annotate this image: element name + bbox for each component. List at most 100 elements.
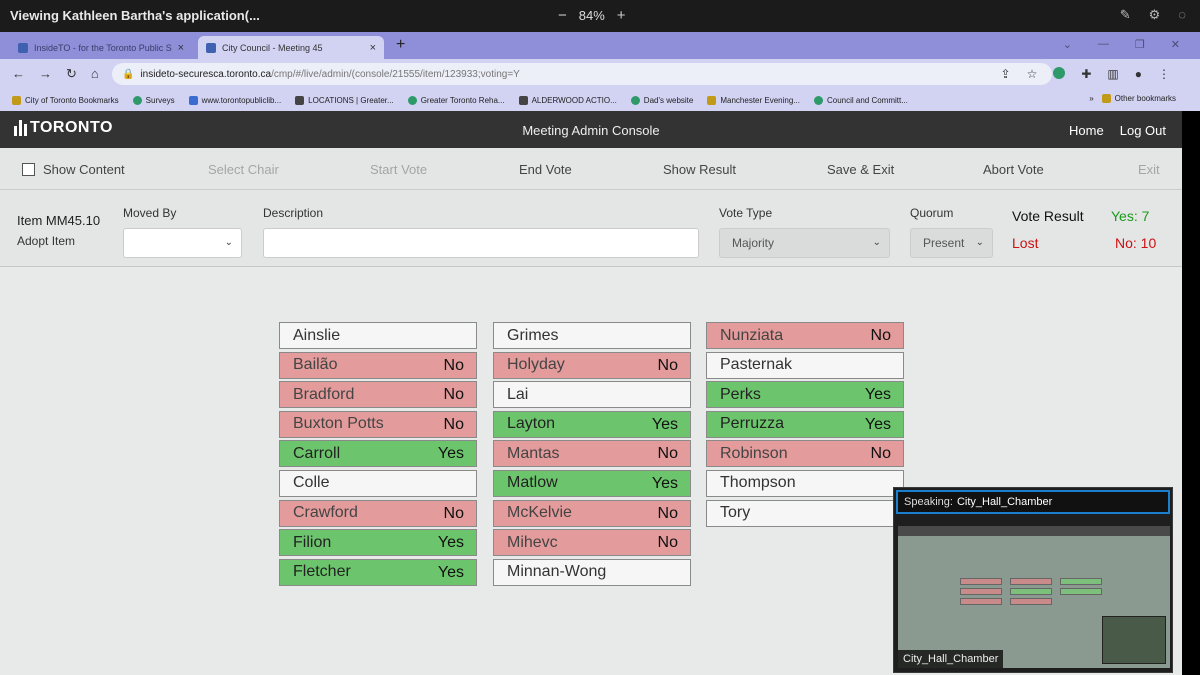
start-vote-button[interactable]: Start Vote xyxy=(370,162,428,177)
councillor-vote-row[interactable]: Lai xyxy=(493,381,691,409)
new-tab-button[interactable]: + xyxy=(396,36,406,53)
zoom-out-button[interactable]: − xyxy=(558,7,567,24)
councillor-vote-row[interactable]: Crawford No xyxy=(279,499,477,527)
councillor-vote-row[interactable]: Robinson No xyxy=(706,440,904,468)
vote-value: No xyxy=(870,327,891,344)
star-icon[interactable]: ☆ xyxy=(1026,67,1038,81)
item-id: Item MM45.10 xyxy=(17,213,101,228)
reload-icon[interactable]: ↻ xyxy=(66,66,77,81)
bookmark-item[interactable]: Council and Committ... xyxy=(813,95,908,105)
councillor-vote-row[interactable]: Bradford No xyxy=(279,381,477,409)
councillor-name: Colle xyxy=(293,474,330,492)
quorum-label: Quorum xyxy=(910,206,954,220)
select-chair-button[interactable]: Select Chair xyxy=(208,162,279,177)
councillor-name: Minnan-Wong xyxy=(507,563,607,581)
councillor-name: Mihevc xyxy=(507,533,558,551)
councillor-name: Fletcher xyxy=(293,563,351,581)
sidepanel-icon[interactable]: ▥ xyxy=(1107,67,1119,81)
close-tab-icon[interactable]: × xyxy=(369,41,376,54)
save-exit-button[interactable]: Save & Exit xyxy=(827,162,895,177)
bookmark-item[interactable]: Greater Toronto Reha... xyxy=(407,95,505,105)
councillor-vote-row[interactable]: Matlow Yes xyxy=(493,469,691,497)
councillor-vote-row[interactable]: Thompson xyxy=(706,469,904,497)
app-header: TORONTO Meeting Admin Console Home Log O… xyxy=(0,111,1182,148)
councillor-vote-row[interactable]: Fletcher Yes xyxy=(279,558,477,586)
councillor-vote-row[interactable]: Buxton Potts No xyxy=(279,410,477,438)
bookmark-item[interactable]: Dad's website xyxy=(630,95,693,105)
councillor-vote-row[interactable]: Perruzza Yes xyxy=(706,410,904,438)
tab-city-council[interactable]: City Council - Meeting 45 × xyxy=(198,36,384,59)
page-title: Meeting Admin Console xyxy=(522,123,660,138)
restore-icon[interactable]: ❐ xyxy=(1134,39,1145,51)
home-icon[interactable]: ⌂ xyxy=(90,66,99,81)
zoom-in-button[interactable]: + xyxy=(616,7,626,24)
menu-icon[interactable]: ⋮ xyxy=(1158,67,1170,81)
profile-icon[interactable]: ● xyxy=(1134,67,1142,81)
checkbox-icon[interactable] xyxy=(22,163,35,176)
councillor-vote-row[interactable]: Layton Yes xyxy=(493,410,691,438)
councillor-vote-row[interactable]: Pasternak xyxy=(706,351,904,379)
councillor-name: Holyday xyxy=(507,356,565,374)
bookmark-item[interactable]: Manchester Evening... xyxy=(707,95,800,105)
minimize-icon[interactable]: — xyxy=(1097,38,1109,50)
video-tile[interactable]: Speaking: City_Hall_Chamber City_Hall_Cha… xyxy=(893,487,1173,673)
councillor-vote-row[interactable]: McKelvie No xyxy=(493,499,691,527)
chevron-down-icon[interactable]: ⌄ xyxy=(1062,39,1072,51)
url-input[interactable]: 🔒 insideto-securesca.toronto.ca/cmp/#/li… xyxy=(112,63,1052,85)
screen-share-bar: Viewing Kathleen Bartha's application(..… xyxy=(0,0,1200,32)
member-column-1: Ainslie Bailão No Bradford No Buxton Potts No C… xyxy=(279,322,477,588)
city-favicon-icon xyxy=(206,42,216,53)
show-result-button[interactable]: Show Result xyxy=(663,162,736,177)
councillor-vote-row[interactable]: Grimes xyxy=(493,322,691,349)
councillor-vote-row[interactable]: Tory xyxy=(706,499,904,527)
bookmark-item[interactable]: City of Toronto Bookmarks xyxy=(12,95,119,105)
bookmark-item[interactable]: LOCATIONS | Greater... xyxy=(295,95,394,105)
councillor-name: Grimes xyxy=(507,326,559,344)
close-icon[interactable]: ✕ xyxy=(1170,39,1180,51)
bookmark-item[interactable]: Surveys xyxy=(132,95,175,105)
settings-gear-icon[interactable]: ⚙ xyxy=(1148,7,1161,22)
logout-link[interactable]: Log Out xyxy=(1119,123,1166,138)
councillor-vote-row[interactable]: Mantas No xyxy=(493,440,691,468)
extension-icon[interactable] xyxy=(1053,67,1066,79)
councillor-vote-row[interactable]: Holyday No xyxy=(493,351,691,379)
quorum-select[interactable]: Present ⌄ xyxy=(910,228,993,258)
stop-share-icon[interactable]: ◌ xyxy=(1178,7,1186,22)
councillor-vote-row[interactable]: Carroll Yes xyxy=(279,440,477,468)
tab-insideto[interactable]: InsideTO - for the Toronto Public Se... … xyxy=(10,36,192,59)
home-link[interactable]: Home xyxy=(1069,123,1104,138)
councillor-vote-row[interactable]: Minnan-Wong xyxy=(493,558,691,586)
vote-type-select[interactable]: Majority ⌄ xyxy=(719,228,890,258)
description-input[interactable] xyxy=(263,228,699,258)
councillor-vote-row[interactable]: Ainslie xyxy=(279,322,477,349)
annotate-icon[interactable]: ✎ xyxy=(1119,7,1131,22)
more-bookmarks-button[interactable]: » xyxy=(1089,94,1094,103)
bookmark-item[interactable]: www.torontopubliclib... xyxy=(188,95,281,105)
close-tab-icon[interactable]: × xyxy=(177,41,184,54)
councillor-name: Perruzza xyxy=(720,415,785,433)
show-content-toggle[interactable]: Show Content xyxy=(22,162,125,177)
back-arrow-icon[interactable]: ← xyxy=(12,66,25,81)
lock-icon: 🔒 xyxy=(122,68,135,80)
councillor-vote-row[interactable]: Nunziata No xyxy=(706,322,904,349)
councillor-vote-row[interactable]: Mihevc No xyxy=(493,529,691,557)
councillor-vote-row[interactable]: Colle xyxy=(279,469,477,497)
share-icon[interactable]: ⇪ xyxy=(1000,67,1011,81)
other-bookmarks[interactable]: Other bookmarks xyxy=(1101,94,1176,103)
forward-arrow-icon[interactable]: → xyxy=(39,66,52,81)
vote-form: Item MM45.10 Adopt Item Moved By ⌄ Descr… xyxy=(0,190,1182,267)
councillor-vote-row[interactable]: Perks Yes xyxy=(706,381,904,409)
councillor-vote-row[interactable]: Bailão No xyxy=(279,351,477,379)
insideto-favicon-icon xyxy=(18,42,28,53)
councillor-vote-row[interactable]: Filion Yes xyxy=(279,529,477,557)
meeting-admin-page: TORONTO Meeting Admin Console Home Log O… xyxy=(0,111,1182,675)
end-vote-button[interactable]: End Vote xyxy=(519,162,572,177)
moved-by-select[interactable]: ⌄ xyxy=(123,228,242,258)
councillor-name: Nunziata xyxy=(720,326,784,344)
puzzle-icon[interactable]: ✚ xyxy=(1081,67,1092,81)
vote-value: Yes xyxy=(651,415,678,433)
abort-vote-button[interactable]: Abort Vote xyxy=(983,162,1044,177)
exit-button[interactable]: Exit xyxy=(1138,162,1160,177)
bookmark-item[interactable]: ALDERWOOD ACTIO... xyxy=(518,95,617,105)
councillor-name: Crawford xyxy=(293,504,358,522)
